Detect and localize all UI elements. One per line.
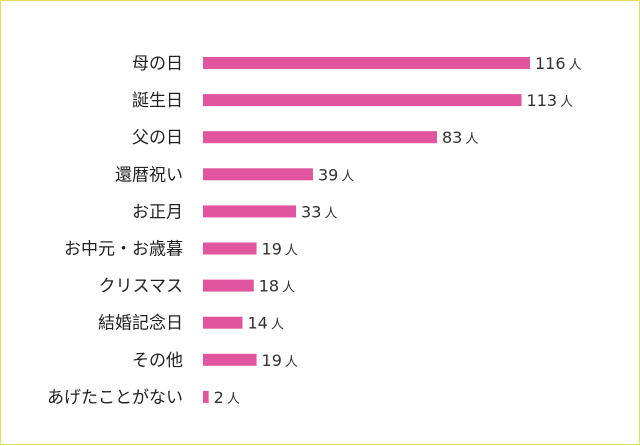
value-number: 39 [318,165,338,184]
category-label: 父の日 [132,128,183,148]
category-label: 結婚記念日 [98,313,183,334]
value-label: 18 人 [259,277,295,296]
category-label: 母の日 [132,54,183,74]
category-label: 還暦祝い [115,165,183,185]
bar [203,316,243,329]
value-number: 83 [442,128,462,147]
value-number: 19 [262,240,282,259]
value-number: 113 [527,91,558,110]
bar [203,168,313,181]
value-label: 33 人 [301,202,337,221]
value-unit: 人 [271,318,284,333]
category-label: クリスマス [99,277,184,297]
bar [203,131,437,144]
bar [203,242,257,255]
value-number: 116 [535,54,566,73]
value-label: 14 人 [247,314,283,333]
value-number: 2 [214,388,224,407]
value-label: 39 人 [318,165,354,184]
bar [203,279,254,292]
bar [203,353,257,366]
category-label: お正月 [132,202,183,222]
bar [203,205,297,218]
value-unit: 人 [324,206,337,221]
value-label: 19 人 [262,351,298,370]
value-unit: 人 [282,281,295,296]
value-label: 83 人 [442,128,478,147]
category-label: お中元・お歳暮 [64,240,183,260]
value-unit: 人 [227,392,240,407]
value-number: 14 [247,314,267,333]
category-label: あげたことがない [47,388,183,408]
category-label: 誕生日 [132,91,183,111]
value-number: 19 [262,351,282,370]
bar [203,57,530,69]
category-label: その他 [132,351,183,371]
value-number: 33 [301,202,321,221]
value-unit: 人 [560,95,573,110]
value-label: 116 人 [535,54,582,73]
value-label: 113 人 [527,91,574,110]
value-unit: 人 [465,132,478,147]
value-unit: 人 [341,169,354,184]
bar [203,390,209,403]
value-number: 18 [259,277,279,296]
value-label: 19 人 [262,240,298,259]
value-unit: 人 [569,58,582,73]
bar [203,94,522,107]
value-unit: 人 [285,355,298,370]
value-unit: 人 [285,244,298,259]
